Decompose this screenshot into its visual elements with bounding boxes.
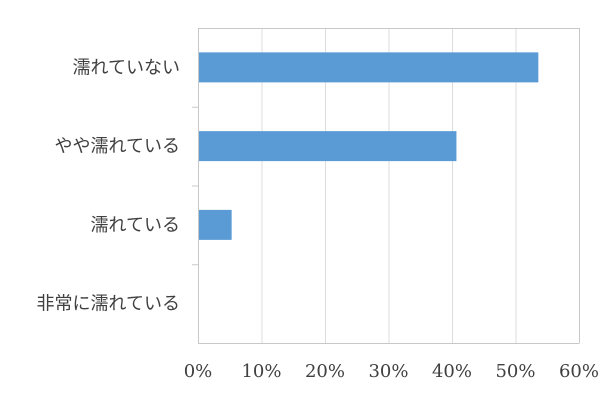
x-tick-label: 0% [184, 361, 213, 382]
x-tick-label: 10% [241, 361, 281, 382]
x-tick-label: 60% [559, 361, 599, 382]
category-label: 非常に濡れている [37, 294, 180, 315]
x-tick-label: 40% [432, 361, 472, 382]
x-tick-label: 20% [305, 361, 345, 382]
bar-1 [199, 131, 457, 162]
category-label: 濡れていない [73, 57, 180, 78]
category-label: やや濡れている [55, 136, 180, 157]
x-tick-label: 50% [495, 361, 535, 382]
x-tick-label: 30% [368, 361, 408, 382]
bar-2 [199, 209, 232, 240]
category-label: 濡れている [91, 215, 180, 236]
bar-0 [199, 52, 539, 83]
